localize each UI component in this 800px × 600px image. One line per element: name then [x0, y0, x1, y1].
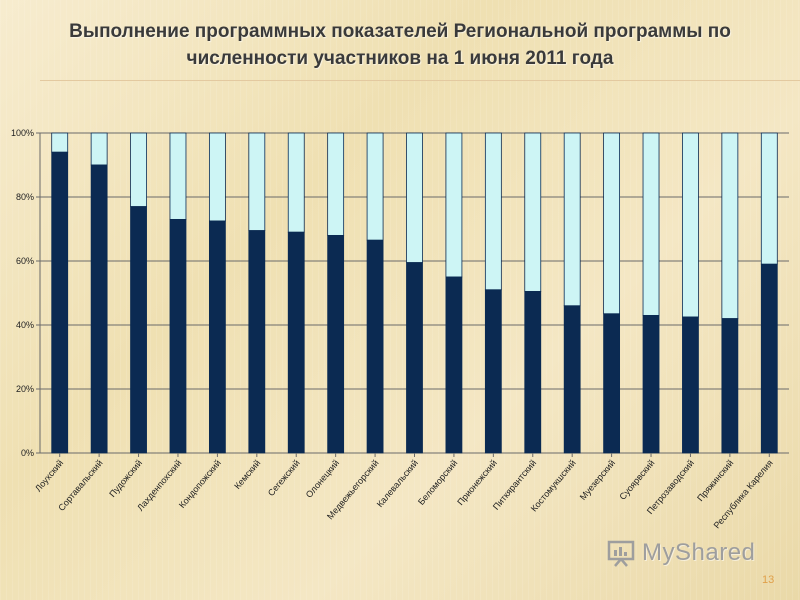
bar-segment-remaining	[248, 132, 266, 231]
x-tick-label: Беломорский	[416, 458, 459, 507]
x-tick-label: Калевальский	[375, 458, 420, 509]
bar-segment-completed	[130, 206, 147, 454]
watermark: MyShared	[606, 536, 755, 570]
bar-segment-completed	[169, 218, 187, 454]
x-tick-label: Кемский	[232, 458, 262, 491]
x-tick-label: Суоярвский	[617, 458, 656, 502]
bar-segment-completed	[366, 239, 384, 454]
bar-segment-completed	[90, 164, 108, 454]
bar-segment-remaining	[484, 132, 502, 291]
x-tick-label: Пудожский	[107, 458, 144, 499]
y-tick-label: 100%	[11, 128, 34, 138]
bar-segment-remaining	[721, 132, 739, 320]
bar-segment-completed	[642, 314, 660, 454]
bar-segment-completed	[327, 234, 345, 454]
x-tick-label: Лоухский	[33, 458, 65, 494]
bar-segment-remaining	[406, 132, 423, 264]
bar-segment-completed	[287, 231, 305, 454]
bar-segment-completed	[484, 289, 502, 454]
bar-segment-remaining	[51, 132, 69, 153]
bar-segment-remaining	[642, 132, 660, 316]
x-tick-label: Прионежский	[455, 458, 499, 507]
bar-segment-completed	[51, 151, 69, 454]
bar-segment-remaining	[287, 132, 305, 233]
x-tick-label: Муезерский	[578, 458, 617, 502]
bar-segment-completed	[603, 313, 621, 454]
bar-segment-remaining	[524, 132, 542, 292]
y-tick-label: 60%	[16, 256, 34, 266]
x-tick-label: Пряжинский	[695, 458, 735, 503]
bar-segment-remaining	[130, 132, 147, 207]
presentation-board-icon	[607, 540, 635, 567]
y-tick-label: 20%	[16, 384, 34, 394]
bar-segment-completed	[406, 262, 423, 454]
y-tick-label: 0%	[21, 448, 34, 458]
bar-segment-remaining	[366, 132, 384, 241]
title-line-2: численности участников на 1 июня 2011 го…	[186, 48, 614, 69]
bar-segment-completed	[682, 316, 699, 454]
bar-segment-remaining	[603, 132, 621, 315]
bar-segment-completed	[445, 276, 463, 454]
title-line-1: Выполнение программных показателей Регио…	[69, 21, 731, 42]
bar-segment-completed	[721, 318, 739, 454]
bar-segment-remaining	[90, 132, 108, 166]
bar-segment-completed	[524, 290, 542, 454]
slide-title: Выполнение программных показателей Регио…	[0, 18, 800, 72]
bar-segment-remaining	[760, 132, 778, 265]
y-tick-label: 40%	[16, 320, 34, 330]
bar-segment-completed	[760, 263, 778, 454]
x-tick-label: Олонецкий	[304, 458, 341, 500]
title-underline	[40, 80, 800, 81]
y-tick-label: 80%	[16, 192, 34, 202]
x-tick-label: Сегежский	[266, 458, 302, 498]
bar-segment-remaining	[169, 132, 187, 220]
bar-segment-remaining	[445, 132, 463, 278]
bar-segment-completed	[563, 305, 581, 454]
bar-segment-completed	[248, 230, 266, 454]
bar-segment-remaining	[327, 132, 345, 236]
bar-segment-completed	[208, 220, 226, 454]
page-number: 13	[762, 574, 775, 586]
watermark-text: MyShared	[642, 539, 756, 566]
bar-segment-remaining	[208, 132, 226, 222]
bar-segment-remaining	[563, 132, 581, 307]
x-tick-label: Кондопожский	[177, 458, 223, 510]
bar-segment-remaining	[682, 132, 699, 318]
